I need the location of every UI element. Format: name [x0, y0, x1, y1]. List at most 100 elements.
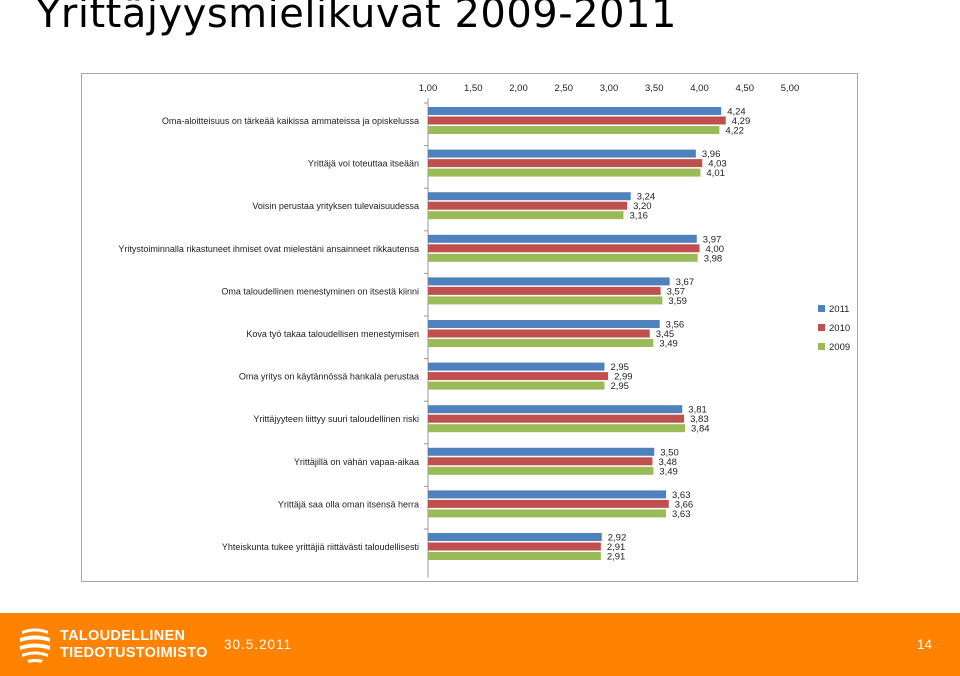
bar-2009 — [428, 253, 698, 262]
bar-chart: 1,00 1,50 2,00 2,50 3,00 3,50 4,00 4,50 5,00 Oma-… — [118, 83, 850, 578]
bar-2010 — [428, 457, 653, 466]
logo-line1: TALOUDELLINEN — [60, 628, 186, 644]
bar-2011 — [428, 192, 631, 201]
bar-2009 — [428, 552, 601, 560]
bar-2009 — [428, 509, 667, 518]
category-label: Yhteiskunta tukee yrittäjiä riittävästi … — [222, 542, 419, 552]
company-logo: TALOUDELLINEN TIEDOTUSTOIMISTO — [18, 623, 207, 667]
legend-label: 2011 — [829, 304, 849, 315]
data-label: 3,97 — [703, 234, 722, 245]
category-label: Yrittäjä voi toteuttaa itseään — [308, 159, 419, 169]
category-label: Voisin perustaa yrityksen tulevaisuudess… — [252, 201, 419, 211]
data-label: 3,56 — [666, 320, 685, 331]
category-label: Oma yritys on käytännössä hankala perust… — [239, 372, 419, 382]
bar-2009 — [428, 126, 720, 134]
bar-2009 — [428, 381, 605, 390]
data-label: 3,49 — [659, 339, 678, 350]
x-tick-label: 1,00 — [419, 83, 438, 94]
x-tick-label: 3,00 — [600, 83, 619, 94]
data-label: 3,63 — [672, 509, 691, 520]
bar-2009 — [428, 211, 624, 220]
legend-label: 2010 — [829, 323, 850, 334]
bar-2010 — [428, 201, 628, 210]
bar-2009 — [428, 466, 654, 475]
bar-2011 — [428, 447, 655, 456]
bar-2011 — [428, 405, 683, 414]
data-label: 4,22 — [725, 126, 744, 137]
data-label: 3,48 — [658, 457, 677, 468]
data-label: 2,99 — [614, 372, 633, 383]
data-label: 2,91 — [607, 542, 626, 553]
bar-2011 — [428, 149, 696, 158]
bar-2011 — [428, 533, 602, 541]
legend-label: 2009 — [829, 342, 850, 353]
data-label: 2,92 — [608, 533, 627, 544]
bar-2010 — [428, 414, 685, 423]
data-label: 3,50 — [660, 447, 679, 458]
category-label: Oma taloudellinen menestyminen on itsest… — [221, 286, 419, 296]
bar-2010 — [428, 329, 650, 338]
bar-2011 — [428, 277, 670, 286]
bar-2010 — [428, 499, 669, 508]
data-label: 4,29 — [732, 116, 751, 127]
slide-title: Yrittäjyysmielikuvat 2009-2011 — [36, 0, 677, 37]
data-label: 4,00 — [706, 244, 725, 255]
bar-2010 — [428, 116, 726, 125]
footer-date: 30.5.2011 — [224, 637, 293, 652]
bar-2011 — [428, 362, 605, 371]
data-label: 3,20 — [633, 201, 652, 212]
logo-mark-icon — [20, 628, 50, 663]
bar-2009 — [428, 424, 686, 433]
bar-2011 — [428, 107, 722, 115]
page-number: 14 — [916, 637, 932, 652]
x-tick-label: 2,00 — [509, 83, 528, 94]
bar-2009 — [428, 296, 663, 305]
bar-2010 — [428, 244, 700, 253]
data-label: 3,83 — [690, 414, 709, 425]
bar-2010 — [428, 372, 609, 381]
data-label: 3,59 — [668, 296, 687, 307]
x-tick-label: 3,50 — [645, 83, 664, 94]
data-label: 3,81 — [688, 405, 707, 416]
x-tick-label: 4,00 — [690, 83, 709, 94]
data-label: 4,24 — [727, 107, 746, 118]
data-label: 4,01 — [706, 168, 725, 179]
data-label: 3,49 — [659, 466, 678, 477]
legend-swatch-2010 — [818, 324, 825, 331]
data-label: 4,03 — [708, 159, 727, 170]
data-label: 3,24 — [637, 192, 656, 203]
x-tick-label: 4,50 — [736, 83, 755, 94]
category-label: Oma-aloitteisuus on tärkeää kaikissa amm… — [162, 116, 419, 126]
bar-2011 — [428, 320, 660, 328]
x-tick-label: 2,50 — [555, 83, 574, 94]
category-label: Yrittäjä saa olla oman itsensä herra — [278, 499, 419, 509]
data-label: 3,66 — [675, 499, 694, 510]
data-label: 2,95 — [610, 362, 629, 373]
data-label: 3,16 — [629, 211, 648, 222]
logo-line2: TIEDOTUSTOIMISTO — [60, 645, 208, 661]
data-label: 3,63 — [672, 490, 691, 501]
x-tick-label: 1,50 — [464, 83, 483, 94]
data-label: 3,45 — [656, 329, 675, 340]
bar-2009 — [428, 339, 654, 347]
x-tick-label: 5,00 — [781, 83, 800, 94]
data-label: 2,95 — [610, 381, 629, 392]
data-label: 3,84 — [691, 424, 710, 435]
bar-2010 — [428, 542, 601, 551]
category-label: Yritystoiminnalla rikastuneet ihmiset ov… — [118, 244, 419, 254]
bar-2010 — [428, 159, 703, 168]
bar-2011 — [428, 234, 697, 243]
category-label: Yrittäjyyteen liittyy suuri taloudelline… — [253, 414, 419, 424]
data-label: 3,96 — [702, 149, 721, 160]
bar-2011 — [428, 490, 667, 499]
data-label: 3,67 — [676, 277, 695, 288]
data-label: 2,91 — [607, 552, 626, 563]
data-label: 3,98 — [704, 253, 723, 264]
footer-bar: TALOUDELLINEN TIEDOTUSTOIMISTO 30.5.2011… — [0, 613, 960, 676]
bar-2009 — [428, 168, 701, 177]
category-label: Kova työ takaa taloudellisen menestymise… — [246, 329, 419, 339]
legend-swatch-2009 — [818, 343, 825, 350]
legend-swatch-2011 — [818, 305, 825, 312]
category-label: Yrittäjillä on vähän vapaa-aikaa — [294, 457, 419, 467]
bar-2010 — [428, 286, 661, 295]
